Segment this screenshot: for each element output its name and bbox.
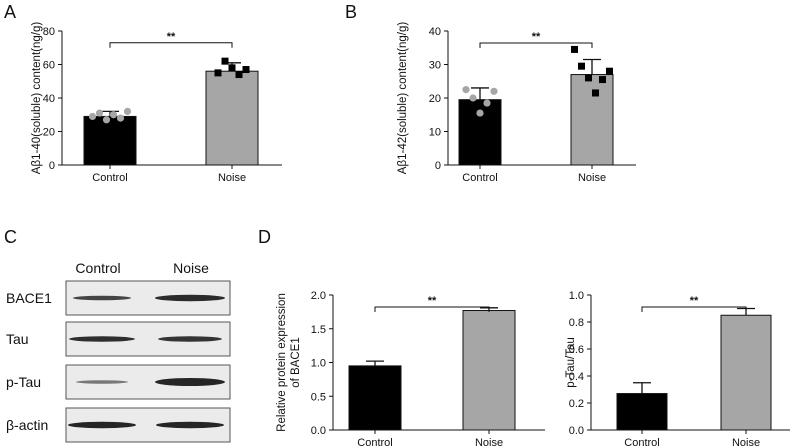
panel-label-c: C bbox=[4, 227, 17, 247]
x-tick-label: Control bbox=[462, 172, 497, 184]
y-tick-label: 40 bbox=[43, 93, 55, 105]
blot-row-label: BACE1 bbox=[6, 290, 52, 306]
x-tick-label: Noise bbox=[218, 172, 246, 184]
blot-band-control bbox=[69, 336, 135, 342]
y-tick-label: 0 bbox=[435, 160, 441, 172]
significance-bracket bbox=[479, 42, 593, 48]
data-point-control bbox=[490, 87, 498, 95]
chart-b: 0 10 20 30 40 Aβ1-42(soluble) content(ng/g) Co… bbox=[397, 22, 636, 184]
y-axis-label: of BACE1 bbox=[290, 337, 302, 388]
blot-band-noise bbox=[156, 421, 224, 429]
y-tick-label: 60 bbox=[43, 60, 55, 72]
blot-row-label: p-Tau bbox=[6, 374, 41, 390]
y-tick-label: 10 bbox=[429, 127, 441, 139]
bar-control bbox=[83, 115, 137, 166]
significance-bracket bbox=[109, 42, 233, 48]
blot-band-noise bbox=[155, 294, 225, 302]
x-tick-label: Control bbox=[92, 172, 127, 184]
y-tick-label: 30 bbox=[429, 60, 441, 72]
bar-noise bbox=[720, 314, 772, 431]
bar-noise bbox=[462, 310, 516, 431]
data-point-control bbox=[469, 94, 477, 102]
x-tick-label: Noise bbox=[578, 172, 606, 184]
y-tick-label: 0.2 bbox=[569, 398, 584, 410]
blot-band-control bbox=[73, 295, 131, 301]
blot-band-noise bbox=[158, 336, 222, 342]
bar-control bbox=[348, 365, 402, 431]
blot-column-noise: Noise bbox=[173, 260, 209, 276]
data-point-noise bbox=[599, 76, 606, 84]
data-point-noise bbox=[242, 66, 250, 74]
y-tick-label: 1.0 bbox=[311, 358, 326, 370]
y-tick-label: 0.0 bbox=[311, 425, 326, 437]
panel-label-d: D bbox=[258, 227, 271, 247]
x-tick-label: Noise bbox=[475, 437, 503, 448]
data-point-control bbox=[88, 112, 97, 121]
x-tick-label: Control bbox=[624, 437, 659, 448]
y-tick-label: 1.5 bbox=[311, 324, 326, 336]
significance-bracket bbox=[374, 306, 490, 312]
blot-band-control bbox=[68, 421, 136, 429]
data-point-noise bbox=[228, 64, 236, 72]
data-point-control bbox=[462, 86, 470, 94]
y-tick-label: 20 bbox=[429, 93, 441, 105]
significance-label: ** bbox=[428, 295, 437, 307]
data-point-noise bbox=[214, 69, 222, 77]
y-tick-label: 1.0 bbox=[569, 290, 584, 302]
y-tick-label: 80 bbox=[43, 26, 55, 38]
y-axis-label: Aβ1-40(soluble) content(ng/g) bbox=[31, 22, 43, 175]
y-tick-label: 0.0 bbox=[569, 425, 584, 437]
data-point-control bbox=[102, 116, 111, 124]
data-point-noise bbox=[606, 67, 613, 75]
x-tick-label: Control bbox=[357, 437, 392, 448]
blot-column-control: Control bbox=[75, 260, 120, 276]
chart-d1: 0.0 0.5 1.0 1.5 2.0 Relative protein expressi… bbox=[276, 290, 545, 448]
significance-label: ** bbox=[532, 31, 541, 43]
y-tick-label: 20 bbox=[43, 127, 55, 139]
data-point-noise bbox=[592, 89, 599, 97]
y-tick-label: 0 bbox=[49, 160, 55, 172]
y-tick-label: 0.4 bbox=[569, 371, 584, 383]
blot-band-control bbox=[76, 380, 128, 384]
y-axis-label: Relative protein expression bbox=[276, 293, 288, 432]
data-point-control bbox=[95, 109, 104, 117]
bar-noise bbox=[205, 70, 259, 166]
y-tick-label: 0.5 bbox=[311, 391, 326, 403]
blot-row-label: β-actin bbox=[6, 417, 48, 433]
western-blot: Control Noise BACE1 Tau p-Tau β-actin bbox=[6, 260, 231, 443]
y-tick-label: 0.8 bbox=[569, 317, 584, 329]
y-axis-label: p-Tau/Tau bbox=[565, 337, 577, 388]
significance-label: ** bbox=[690, 295, 699, 307]
data-point-control bbox=[116, 114, 125, 122]
significance-label: ** bbox=[167, 31, 176, 43]
blot-row-label: Tau bbox=[6, 331, 29, 347]
data-point-control bbox=[476, 109, 484, 117]
y-tick-label: 2.0 bbox=[311, 290, 326, 302]
x-tick-label: Noise bbox=[732, 437, 760, 448]
bar-noise bbox=[570, 74, 614, 166]
blot-band-noise bbox=[155, 378, 225, 386]
data-point-control bbox=[123, 107, 132, 115]
data-point-noise bbox=[578, 62, 585, 70]
bar-control bbox=[616, 393, 668, 431]
data-point-noise bbox=[235, 71, 243, 79]
chart-d2: 0.0 0.2 0.4 0.6 0.8 1.0 p-Tau/Tau Control Noise *… bbox=[565, 290, 790, 448]
data-point-control bbox=[483, 99, 491, 107]
bar-control bbox=[458, 99, 502, 166]
y-tick-label: 0.6 bbox=[569, 344, 584, 356]
y-tick-label: 40 bbox=[429, 26, 441, 38]
data-point-noise bbox=[221, 57, 229, 65]
panel-label-b: B bbox=[345, 2, 357, 22]
significance-bracket bbox=[641, 306, 747, 312]
data-point-noise bbox=[571, 45, 578, 53]
panel-label-a: A bbox=[4, 2, 16, 22]
y-axis-label: Aβ1-42(soluble) content(ng/g) bbox=[397, 22, 409, 175]
data-point-noise bbox=[585, 74, 592, 82]
data-point-control bbox=[109, 111, 118, 119]
